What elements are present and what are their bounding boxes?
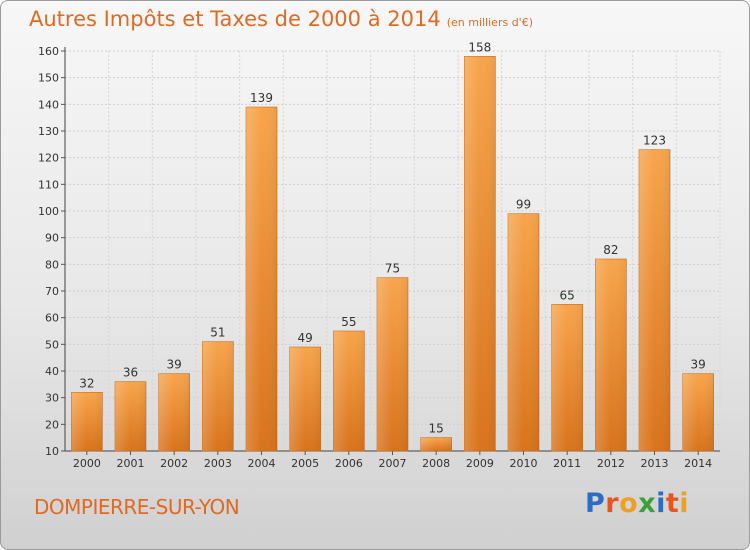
bar-shine (551, 304, 583, 451)
data-label: 55 (341, 315, 356, 329)
bar-shine (639, 149, 670, 451)
bar-shine (508, 213, 539, 451)
bar-shine (464, 56, 496, 451)
data-label: 158 (468, 40, 491, 54)
y-tick-label: 140 (38, 98, 59, 111)
bar-shine (289, 347, 321, 451)
bar-shine (333, 331, 365, 451)
y-tick-label: 30 (45, 392, 59, 405)
y-tick-label: 90 (45, 232, 59, 245)
data-label: 123 (643, 134, 666, 148)
y-tick-label: 120 (38, 152, 59, 165)
chart-title: Autres Impôts et Taxes de 2000 à 2014 (en… (29, 7, 533, 31)
bar-shine (158, 373, 190, 451)
data-label: 139 (250, 91, 273, 105)
logo-letter: r (605, 488, 620, 519)
bar-shine (115, 381, 146, 451)
data-label: 75 (385, 262, 400, 276)
proxiti-logo: Proxiti (585, 488, 689, 519)
x-tick-label: 2014 (684, 457, 712, 470)
x-tick-label: 2006 (335, 457, 363, 470)
y-tick-label: 150 (38, 72, 59, 85)
y-tick-label: 70 (45, 285, 59, 298)
bar-shine (420, 437, 452, 451)
tick-labels: 10 20 30 40 50 60 70 80 90 100 110 120 130 140 150 160 3… (38, 40, 712, 470)
x-tick-label: 2013 (641, 457, 669, 470)
bar-shine (71, 392, 103, 451)
y-tick-label: 50 (45, 338, 59, 351)
x-tick-label: 2002 (160, 457, 188, 470)
y-tick-label: 20 (45, 418, 59, 431)
bar-shine (595, 259, 627, 451)
bar-shine (377, 277, 408, 451)
bar-shine (202, 341, 234, 451)
data-label: 82 (603, 243, 618, 257)
x-tick-label: 2001 (117, 457, 145, 470)
x-tick-label: 2004 (248, 457, 276, 470)
x-tick-label: 2005 (291, 457, 319, 470)
city-name: DOMPIERRE-SUR-YON (34, 495, 240, 519)
x-tick-label: 2012 (597, 457, 625, 470)
x-tick-label: 2007 (379, 457, 407, 470)
x-tick-label: 2000 (73, 457, 101, 470)
logo-letter: o (619, 488, 639, 519)
data-label: 15 (429, 422, 444, 436)
data-label: 99 (516, 198, 531, 212)
y-tick-label: 110 (38, 178, 59, 191)
data-label: 49 (298, 331, 313, 345)
x-tick-label: 2011 (553, 457, 581, 470)
x-tick-label: 2009 (466, 457, 494, 470)
logo-letter: i (656, 488, 666, 519)
data-label: 36 (123, 366, 138, 380)
logo-letter: t (665, 488, 680, 519)
data-label: 39 (691, 358, 706, 372)
data-label: 51 (210, 326, 225, 340)
y-tick-label: 40 (45, 365, 59, 378)
x-tick-label: 2010 (510, 457, 538, 470)
y-tick-label: 160 (38, 45, 59, 58)
bar-shine (682, 373, 714, 451)
chart-title-text: Autres Impôts et Taxes de 2000 à 2014 (29, 7, 441, 31)
y-tick-label: 10 (45, 445, 59, 458)
data-label: 32 (79, 376, 94, 390)
x-tick-label: 2008 (422, 457, 450, 470)
y-tick-label: 80 (45, 258, 59, 271)
logo-letter: i (679, 488, 690, 519)
y-tick-label: 100 (38, 205, 59, 218)
bars (71, 56, 714, 452)
y-tick-label: 130 (38, 125, 59, 138)
y-tick-label: 60 (45, 312, 59, 325)
data-label: 65 (560, 288, 575, 302)
bar-shine (246, 107, 277, 451)
x-tick-label: 2003 (204, 457, 232, 470)
logo-letter: x (638, 488, 657, 519)
chart-unit: (en milliers d'€) (446, 16, 533, 29)
data-label: 39 (167, 358, 182, 372)
logo-letter: P (585, 488, 606, 519)
